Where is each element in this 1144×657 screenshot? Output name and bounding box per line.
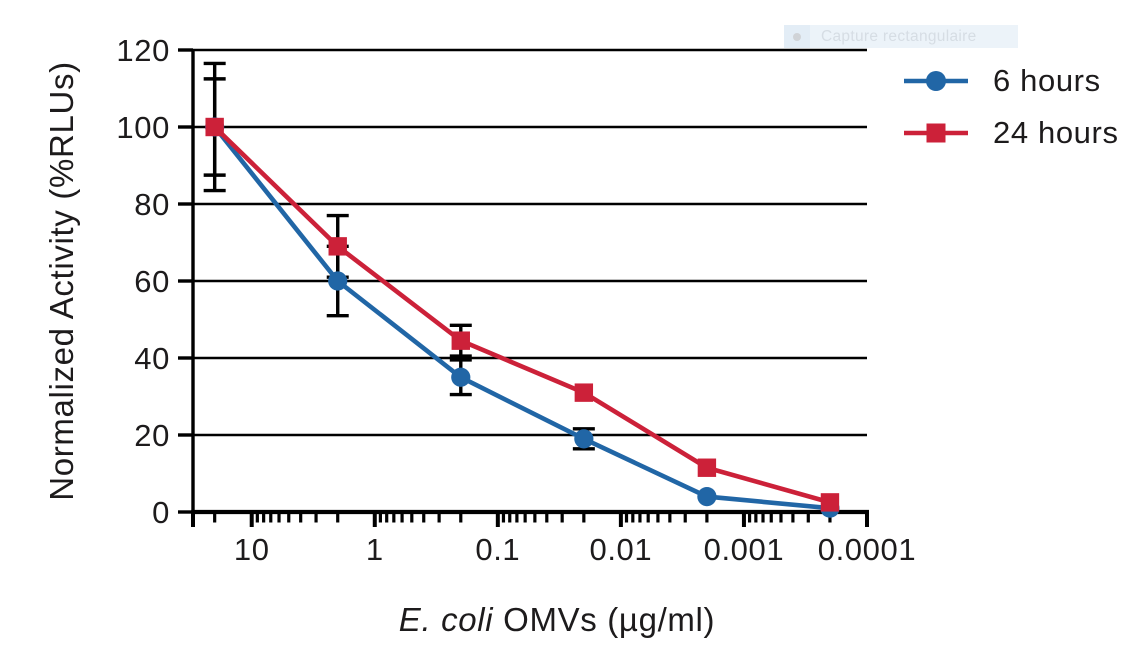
capture-tooltip: Capture rectangulaire <box>784 25 1018 48</box>
24-hours-marker <box>697 458 717 477</box>
x-axis-title: E. coli OMVs (µg/ml) <box>399 601 715 639</box>
legend: 6 hours 24 hours <box>903 59 1119 155</box>
legend-24-hours-marker-icon <box>904 123 968 143</box>
legend-item-24-hours: 24 hours <box>903 111 1119 155</box>
24-hours-marker <box>820 493 840 512</box>
series-line-24-hours <box>213 125 831 505</box>
x-axis-title-rest: OMVs (µg/ml) <box>493 601 716 638</box>
legend-6-hours-label: 6 hours <box>993 63 1101 98</box>
legend-circle <box>926 71 946 91</box>
x-tick-label: 0.01 <box>589 532 652 567</box>
y-tick-label: 40 <box>134 341 170 376</box>
legend-6-hours-marker-icon <box>904 71 968 91</box>
y-tick-label: 0 <box>152 495 170 530</box>
series-line-6-hours <box>212 125 831 511</box>
y-axis-title: Normalized Activity (%RLUs) <box>43 61 80 501</box>
x-axis-title-italic: E. coli <box>398 601 494 638</box>
legend-24-hours-label: 24 hours <box>993 115 1119 150</box>
x-tick-label: 0.001 <box>704 532 785 567</box>
y-tick-label: 100 <box>116 110 170 145</box>
24-hours-marker <box>328 237 347 256</box>
x-tick-label: 0.0001 <box>818 532 917 567</box>
y-tick-label: 60 <box>134 264 170 299</box>
x-tick-label: 10 <box>234 532 270 567</box>
record-dot-icon <box>784 25 810 48</box>
24-hours-marker <box>451 331 470 350</box>
y-tick-label: 80 <box>134 187 170 222</box>
6-hours-marker <box>328 271 348 291</box>
x-tick-label: 0.1 <box>475 532 520 567</box>
6-hours-marker <box>574 429 594 449</box>
legend-square <box>926 123 946 143</box>
6-hours-marker <box>451 367 471 387</box>
24-hours-marker <box>574 383 594 402</box>
x-tick-label: 1 <box>366 532 384 567</box>
y-tick-label: 120 <box>116 33 170 68</box>
capture-tooltip-label: Capture rectangulaire <box>821 27 977 45</box>
y-tick-label: 20 <box>134 418 170 453</box>
24-hours-marker <box>205 117 224 137</box>
6-hours-marker <box>697 487 717 507</box>
legend-item-6-hours: 6 hours <box>903 59 1119 103</box>
